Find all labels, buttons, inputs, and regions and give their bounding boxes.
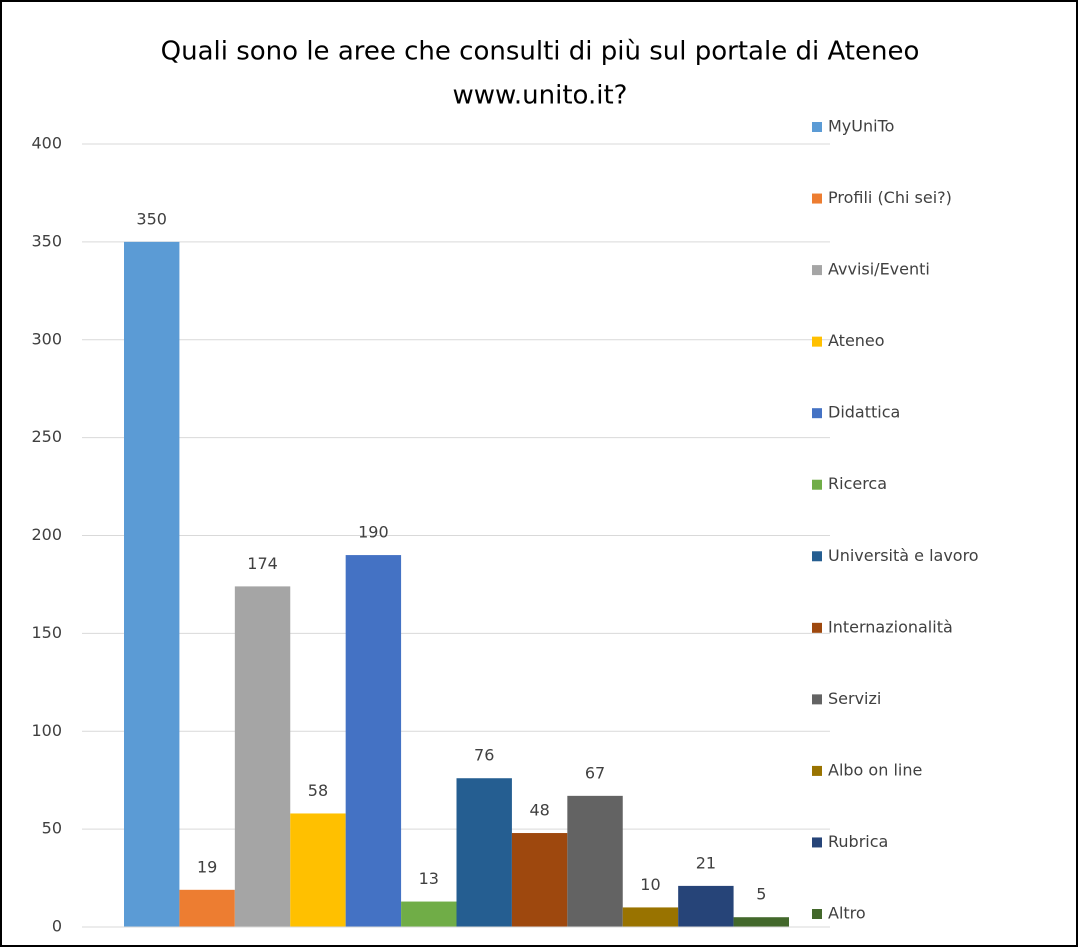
bar (456, 778, 512, 927)
legend-label: Avvisi/Eventi (828, 260, 930, 279)
y-tick-label: 400 (31, 134, 62, 153)
legend-label: Didattica (828, 403, 900, 422)
data-label: 5 (756, 885, 766, 904)
legend-swatch (812, 837, 822, 848)
legend-label: Ateneo (828, 331, 885, 350)
data-label: 13 (419, 869, 439, 888)
legend-label: Rubrica (828, 832, 888, 851)
bar (678, 885, 734, 927)
bar (234, 586, 291, 927)
legend-label: Università e lavoro (828, 546, 979, 565)
legend-label: Altro (828, 904, 866, 923)
legend-swatch (812, 622, 822, 633)
legend-swatch (812, 265, 822, 276)
bar (511, 833, 568, 927)
bar (622, 907, 679, 927)
bar (345, 555, 402, 927)
y-tick-label: 0 (52, 917, 62, 936)
data-label: 76 (474, 746, 494, 765)
data-label: 21 (696, 853, 716, 872)
y-tick-label: 250 (31, 427, 62, 446)
data-label: 174 (247, 554, 278, 573)
legend-label: Albo on line (828, 760, 922, 779)
legend-swatch (812, 694, 822, 705)
data-label: 350 (136, 209, 167, 228)
y-tick-label: 150 (31, 623, 62, 642)
data-label: 58 (308, 781, 328, 800)
bar (401, 901, 457, 927)
legend-swatch (812, 479, 822, 490)
bar (567, 795, 623, 927)
legend-label: Internazionalità (828, 617, 953, 636)
chart-title: www.unito.it? (453, 81, 628, 111)
y-tick-label: 50 (42, 819, 62, 838)
bar (290, 813, 346, 927)
legend-swatch (812, 193, 822, 204)
data-label: 190 (358, 523, 389, 542)
legend-label: Profili (Chi sei?) (828, 188, 952, 207)
legend-swatch (812, 551, 822, 562)
bar (733, 917, 789, 927)
legend-swatch (812, 765, 822, 776)
y-tick-label: 300 (31, 329, 62, 348)
data-label: 67 (585, 763, 605, 782)
data-label: 19 (197, 857, 217, 876)
y-tick-label: 100 (31, 721, 62, 740)
legend-label: Servizi (828, 689, 881, 708)
legend-swatch (812, 408, 822, 419)
bar (179, 889, 235, 927)
legend-swatch (812, 909, 822, 919)
legend-swatch (812, 336, 822, 347)
legend-swatch (812, 122, 822, 132)
data-label: 48 (529, 801, 549, 820)
legend-label: MyUniTo (828, 117, 894, 136)
data-label: 10 (640, 875, 660, 894)
bar (124, 241, 180, 927)
legend-label: Ricerca (828, 474, 887, 493)
y-tick-label: 350 (31, 231, 62, 250)
y-tick-label: 200 (31, 525, 62, 544)
chart-title: Quali sono le aree che consulti di più s… (161, 37, 920, 67)
